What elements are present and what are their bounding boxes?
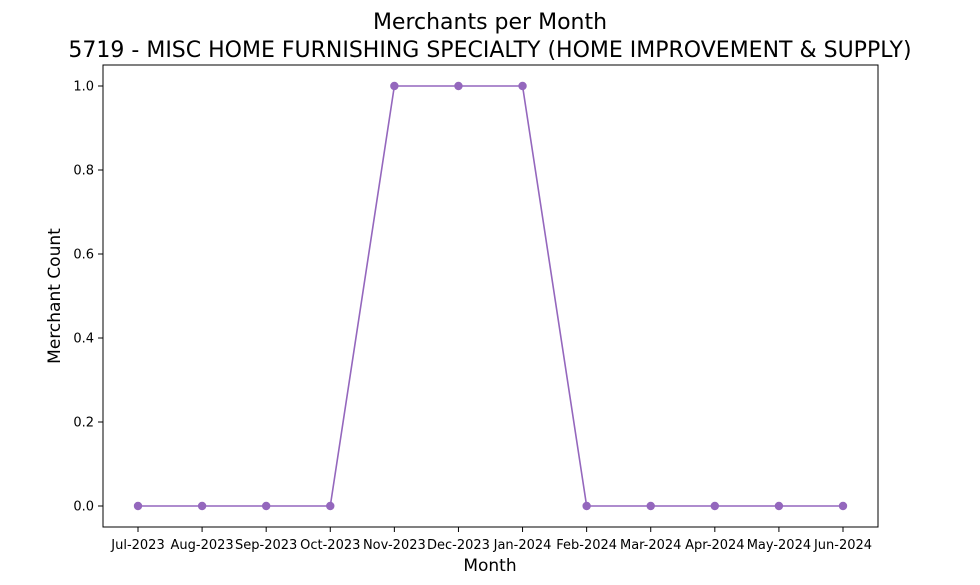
x-tick-label: Jul-2023 [110,538,164,553]
series-group [133,81,848,511]
data-point [261,501,271,511]
x-tick-label: Nov-2023 [363,538,426,553]
y-tick-label: 0.8 [73,164,94,179]
data-point [326,501,335,511]
y-axis: 0.0 0.2 0.4 0.6 0.8 1.0 [73,80,103,515]
data-point [454,81,463,91]
x-tick-label: Oct-2023 [300,538,360,553]
data-point [710,501,720,511]
y-tick-label: 0.0 [73,500,94,515]
x-tick-label: Feb-2024 [556,538,617,553]
x-tick-label: May-2024 [747,538,811,553]
x-tick-label: Sep-2023 [235,538,297,553]
data-point [838,501,848,511]
data-point [582,501,591,511]
series-line [138,85,843,507]
data-point [646,501,655,511]
data-point [197,501,207,511]
data-point [390,81,399,91]
x-tick-label: Jan-2024 [493,538,552,553]
x-axis: Jul-2023 Aug-2023 Sep-2023 Oct-2023 Nov-2023… [110,527,872,553]
x-axis-label: Month [463,556,516,576]
plot-area [102,64,879,528]
x-tick-label: Dec-2023 [427,538,490,553]
chart-title: Merchants per Month [373,10,607,35]
chart-subtitle: 5719 - MISC HOME FURNISHING SPECIALTY (H… [68,38,911,63]
x-tick-label: Jun-2024 [813,538,872,553]
y-tick-label: 0.6 [73,248,94,263]
x-tick-label: Mar-2024 [620,538,681,553]
data-point [774,501,784,511]
y-axis-label: Merchant Count [45,228,65,364]
y-tick-label: 1.0 [73,80,94,95]
x-tick-label: Apr-2024 [685,538,744,553]
x-tick-label: Aug-2023 [171,538,234,553]
data-point [133,501,143,511]
data-point [518,81,527,91]
y-tick-label: 0.2 [73,416,94,431]
y-tick-label: 0.4 [73,332,94,347]
